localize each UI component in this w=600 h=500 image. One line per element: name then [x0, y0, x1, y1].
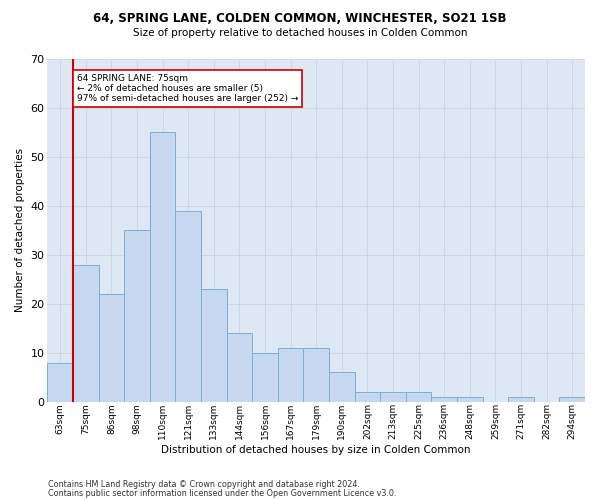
Bar [150, 132, 175, 402]
Bar [252, 352, 278, 402]
Bar [355, 392, 380, 402]
Bar [201, 289, 227, 402]
Y-axis label: Number of detached properties: Number of detached properties [15, 148, 25, 312]
Text: Size of property relative to detached houses in Colden Common: Size of property relative to detached ho… [133, 28, 467, 38]
Bar [457, 397, 482, 402]
Bar [559, 397, 585, 402]
Text: Contains HM Land Registry data © Crown copyright and database right 2024.: Contains HM Land Registry data © Crown c… [48, 480, 360, 489]
Bar [380, 392, 406, 402]
Bar [47, 362, 73, 402]
Bar [98, 294, 124, 402]
Bar [73, 264, 98, 402]
Bar [227, 333, 252, 402]
Bar [175, 211, 201, 402]
X-axis label: Distribution of detached houses by size in Colden Common: Distribution of detached houses by size … [161, 445, 471, 455]
Text: 64 SPRING LANE: 75sqm
← 2% of detached houses are smaller (5)
97% of semi-detach: 64 SPRING LANE: 75sqm ← 2% of detached h… [77, 74, 298, 104]
Bar [329, 372, 355, 402]
Bar [508, 397, 534, 402]
Text: Contains public sector information licensed under the Open Government Licence v3: Contains public sector information licen… [48, 488, 397, 498]
Bar [304, 348, 329, 402]
Bar [124, 230, 150, 402]
Bar [278, 348, 304, 402]
Bar [406, 392, 431, 402]
Text: 64, SPRING LANE, COLDEN COMMON, WINCHESTER, SO21 1SB: 64, SPRING LANE, COLDEN COMMON, WINCHEST… [93, 12, 507, 26]
Bar [431, 397, 457, 402]
